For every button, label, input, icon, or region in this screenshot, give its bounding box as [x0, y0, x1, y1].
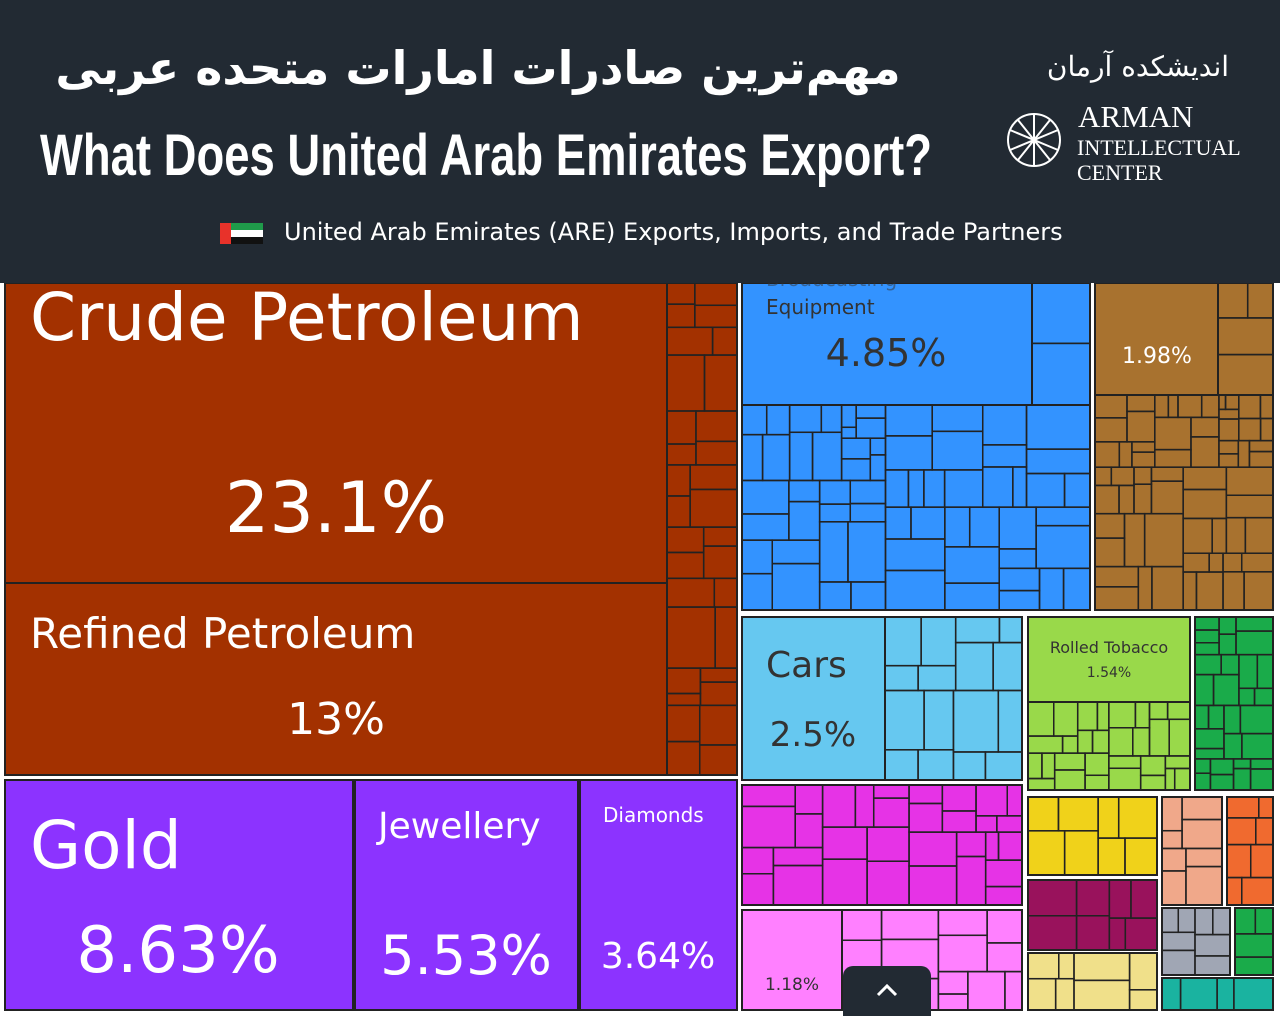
- tile: [579, 779, 738, 1011]
- tile-block: [1027, 796, 1158, 876]
- tile-block: [1161, 907, 1231, 976]
- logo-en: CENTER: [1077, 160, 1163, 185]
- sub-tile: [1241, 876, 1274, 906]
- tile-value-label: 13%: [287, 694, 385, 745]
- tile: [4, 779, 354, 1011]
- tile-value-label: 1.54%: [1087, 665, 1131, 681]
- tile-block: [1094, 394, 1274, 611]
- tile-value-label: 2.5%: [770, 715, 856, 755]
- tile-value-label: 1.98%: [1122, 344, 1192, 369]
- tile: [1027, 616, 1191, 703]
- logo-en: INTELLECTUAL: [1077, 135, 1241, 160]
- tile: [354, 779, 579, 1011]
- sub-tile: [1062, 567, 1091, 611]
- sub-tile: [1185, 865, 1223, 906]
- tile-label: Crude Petroleum: [30, 279, 584, 356]
- tile: [741, 909, 843, 1011]
- sub-tile: [1004, 970, 1023, 1011]
- flag: [220, 223, 263, 244]
- sub-tile: [1124, 837, 1158, 876]
- sub-tile: [984, 885, 1023, 906]
- tile: [741, 616, 886, 781]
- sub-tile: [1173, 767, 1191, 791]
- title-fa: مهم‌ترین صادرات امارات متحده عربی: [55, 41, 900, 95]
- tile-label: Refined Petroleum: [30, 609, 415, 658]
- tile-label: Jewellery: [376, 806, 541, 847]
- tile-label: Cars: [766, 645, 847, 686]
- tile-value-label: 5.53%: [380, 924, 552, 987]
- tile-label: Rolled Tobacco: [1050, 638, 1168, 657]
- tile-label: Gold: [30, 807, 182, 884]
- sub-tile: [1233, 977, 1274, 1011]
- tile: [4, 582, 668, 776]
- title-en: What Does United Arab Emirates Export?: [40, 123, 932, 188]
- tile-block: [1234, 907, 1274, 976]
- sub-tile: [1128, 989, 1158, 1011]
- scroll-up-button[interactable]: [843, 966, 931, 1016]
- tile-label-line: Equipment: [766, 295, 875, 319]
- tile-label: Diamonds: [603, 803, 704, 827]
- tile-value-label: 4.85%: [826, 331, 947, 375]
- sub-tile: [1243, 571, 1274, 611]
- tile-value-label: 3.64%: [601, 936, 715, 977]
- sub-tile: [1249, 768, 1274, 791]
- logo-en: ARMAN: [1078, 99, 1193, 134]
- sub-tile: [1194, 955, 1231, 976]
- tile-block: [741, 784, 1023, 906]
- header-bar: [0, 0, 1280, 283]
- sub-tile: [698, 744, 738, 776]
- tile-value-label: 1.18%: [765, 975, 819, 995]
- tile: [1094, 282, 1219, 396]
- sub-tile: [1234, 956, 1274, 976]
- tile-value-label: 23.1%: [225, 467, 447, 549]
- tile: [4, 282, 668, 584]
- subtitle: United Arab Emirates (ARE) Exports, Impo…: [284, 218, 1063, 246]
- tile-block: [1217, 282, 1274, 396]
- tile-block: [666, 282, 738, 776]
- tile-value-label: 8.63%: [76, 914, 279, 988]
- logo-icon: [1007, 113, 1061, 167]
- sub-tile: [1124, 917, 1158, 951]
- tile-block: [1027, 952, 1158, 1011]
- tile-block: [1161, 796, 1223, 906]
- tile-block: [1027, 879, 1158, 951]
- treemap: Crude Petroleum 23.1% Refined Petroleum 13%…: [4, 267, 1274, 1011]
- logo-fa: اندیشکده آرمان: [1047, 49, 1229, 83]
- sub-tile: [984, 751, 1023, 781]
